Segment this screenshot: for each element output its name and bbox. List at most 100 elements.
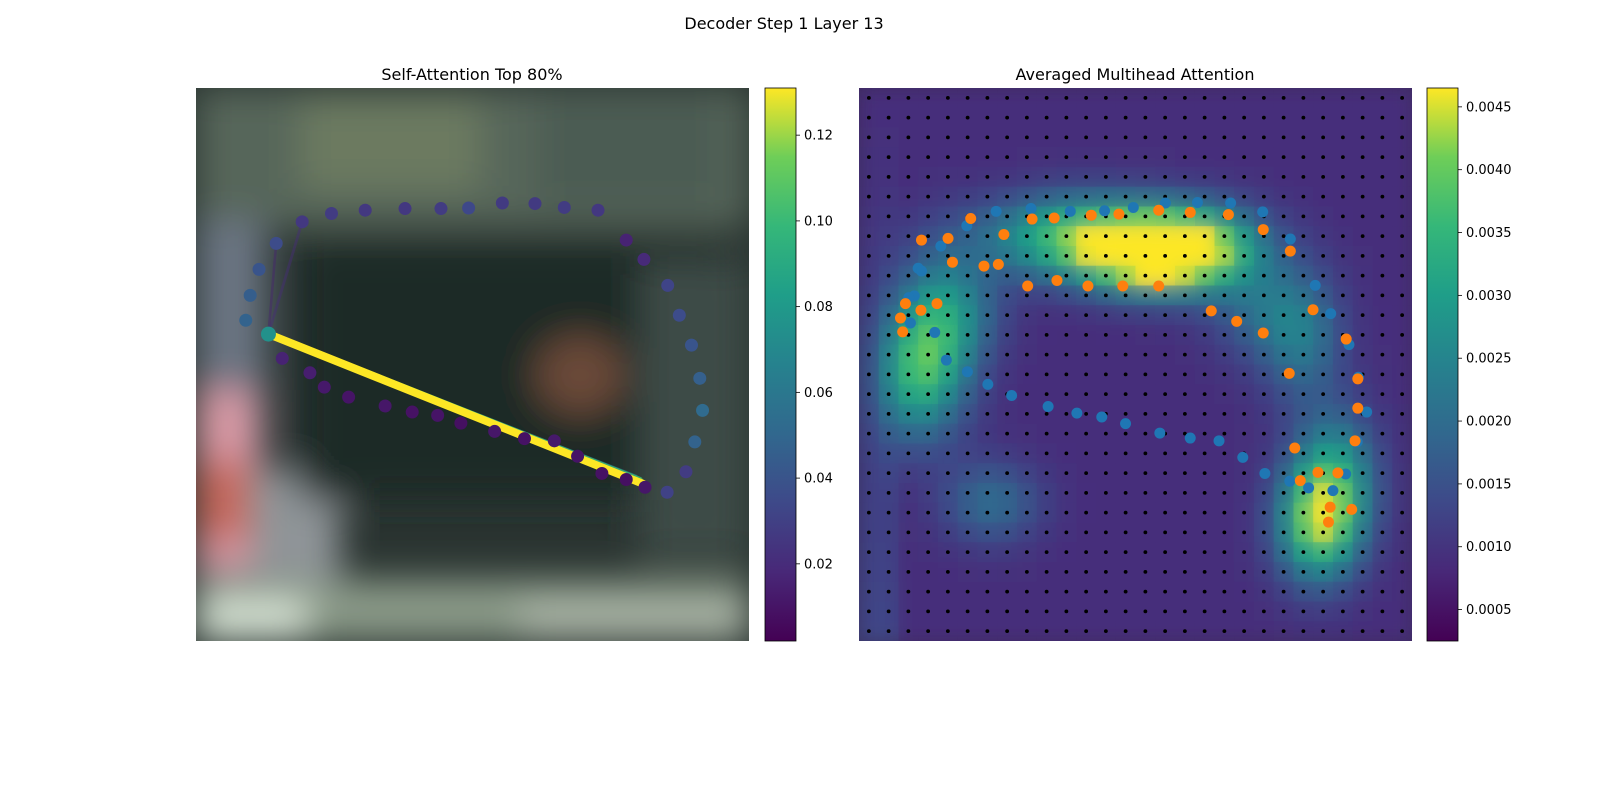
right-panel-title: Averaged Multihead Attention: [1016, 65, 1255, 84]
grid-dot: [1182, 609, 1187, 614]
grid-dot: [1340, 253, 1345, 258]
grid-dot: [1143, 313, 1148, 318]
grid-dot: [886, 490, 891, 495]
grid-dot: [1281, 253, 1286, 258]
grid-dot: [945, 411, 950, 416]
grid-dot: [1400, 194, 1405, 199]
grid-dot: [906, 313, 911, 318]
grid-dot: [1202, 95, 1207, 100]
orange-point: [942, 232, 954, 244]
grid-dot: [1064, 273, 1069, 278]
grid-dot: [1321, 253, 1326, 258]
grid-dot: [1084, 95, 1089, 100]
grid-dot: [1242, 135, 1247, 140]
grid-dot: [1005, 471, 1010, 476]
grid-dot: [1202, 431, 1207, 436]
grid-dot: [985, 530, 990, 535]
grid-dot: [906, 431, 911, 436]
grid-dot: [906, 550, 911, 555]
grid-dot: [1143, 629, 1148, 634]
grid-dot: [906, 115, 911, 120]
trajectory-point: [434, 202, 448, 216]
grid-dot: [1380, 550, 1385, 555]
grid-dot: [866, 490, 871, 495]
grid-dot: [1123, 411, 1128, 416]
grid-dot: [866, 451, 871, 456]
grid-dot: [886, 273, 891, 278]
grid-dot: [1301, 332, 1306, 337]
grid-dot: [886, 629, 891, 634]
grid-dot: [1301, 530, 1306, 535]
grid-dot: [1123, 629, 1128, 634]
grid-dot: [985, 234, 990, 239]
grid-dot: [1380, 174, 1385, 179]
orange-point: [894, 312, 906, 324]
grid-dot: [1103, 352, 1108, 357]
grid-dot: [1360, 135, 1365, 140]
grid-dot: [1103, 490, 1108, 495]
grid-dot: [1222, 589, 1227, 594]
grid-dot: [1222, 569, 1227, 574]
trajectory-point: [684, 338, 698, 352]
grid-dot: [1261, 530, 1266, 535]
grid-dot: [1281, 332, 1286, 337]
grid-dot: [1143, 431, 1148, 436]
grid-dot: [866, 214, 871, 219]
grid-dot: [1360, 569, 1365, 574]
grid-dot: [1103, 550, 1108, 555]
blue-point: [904, 317, 916, 329]
grid-dot: [926, 451, 931, 456]
grid-dot: [985, 550, 990, 555]
grid-dot: [985, 431, 990, 436]
trajectory-point: [591, 203, 605, 217]
grid-dot: [1005, 293, 1010, 298]
grid-dot: [1163, 589, 1168, 594]
grid-dot: [1044, 174, 1049, 179]
grid-dot: [1360, 431, 1365, 436]
trajectory-point: [462, 201, 476, 215]
grid-dot: [1064, 490, 1069, 495]
grid-dot: [1400, 155, 1405, 160]
grid-dot: [965, 411, 970, 416]
grid-dot: [1143, 372, 1148, 377]
grid-dot: [866, 95, 871, 100]
grid-dot: [1340, 155, 1345, 160]
grid-dot: [1360, 471, 1365, 476]
grid-dot: [1182, 234, 1187, 239]
grid-dot: [1024, 174, 1029, 179]
grid-dot: [1044, 569, 1049, 574]
grid-dot: [1044, 234, 1049, 239]
grid-dot: [1182, 332, 1187, 337]
grid-dot: [1360, 115, 1365, 120]
grid-dot: [1143, 174, 1148, 179]
grid-dot: [1261, 550, 1266, 555]
trajectory-point: [324, 207, 338, 221]
grid-dot: [1281, 135, 1286, 140]
grid-dot: [965, 451, 970, 456]
grid-dot: [1340, 392, 1345, 397]
grid-dot: [1242, 352, 1247, 357]
grid-dot: [1400, 530, 1405, 535]
grid-dot: [1024, 490, 1029, 495]
grid-dot: [1281, 392, 1286, 397]
blue-point: [915, 265, 927, 277]
grid-dot: [1143, 451, 1148, 456]
grid-dot: [1340, 313, 1345, 318]
grid-dot: [1163, 392, 1168, 397]
trajectory-point: [638, 480, 652, 494]
grid-dot: [866, 293, 871, 298]
grid-dot: [1261, 589, 1266, 594]
grid-dot: [1400, 411, 1405, 416]
grid-dot: [1340, 569, 1345, 574]
grid-dot: [1084, 609, 1089, 614]
grid-dot: [965, 234, 970, 239]
grid-dot: [945, 431, 950, 436]
grid-dot: [1340, 629, 1345, 634]
grid-dot: [866, 332, 871, 337]
grid-dot: [1182, 115, 1187, 120]
grid-dot: [866, 313, 871, 318]
grid-dot: [1261, 293, 1266, 298]
grid-dot: [926, 194, 931, 199]
blue-point: [1237, 451, 1249, 463]
blue-point: [1154, 427, 1166, 439]
